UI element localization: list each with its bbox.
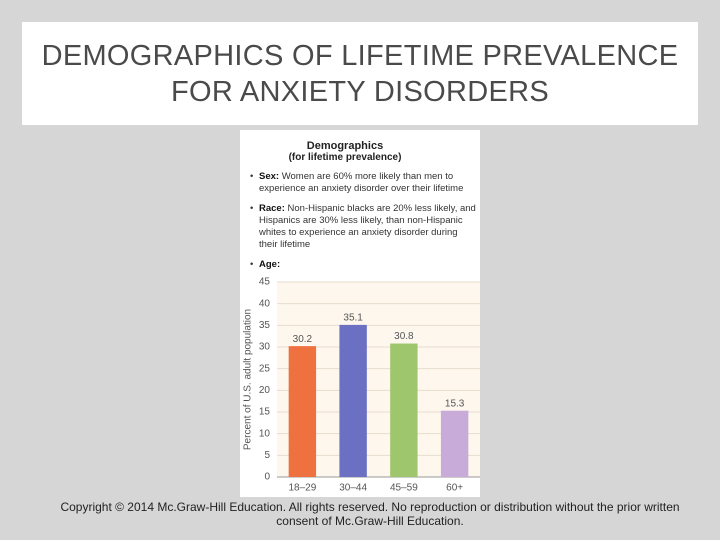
title-box: DEMOGRAPHICS OF LIFETIME PREVALENCE FOR …	[22, 22, 698, 125]
slide-title: DEMOGRAPHICS OF LIFETIME PREVALENCE FOR …	[41, 39, 679, 108]
data-label: 30.2	[293, 334, 313, 345]
data-label: 15.3	[445, 398, 465, 409]
bullet-label: Race:	[259, 203, 285, 214]
data-label: 30.8	[394, 331, 414, 342]
bullet: Age:	[250, 259, 476, 271]
x-tick-label: 30–44	[339, 483, 367, 494]
bar	[288, 346, 317, 477]
y-tick-label: 45	[259, 277, 271, 288]
y-tick-label: 30	[259, 342, 271, 353]
panel-heading: Demographics	[306, 140, 384, 152]
y-tick-label: 10	[259, 428, 271, 439]
y-tick-label: 40	[259, 298, 271, 309]
bullet-list: Sex: Women are 60% more likely than men …	[250, 171, 476, 279]
bar	[440, 410, 469, 477]
data-label: 35.1	[343, 313, 363, 324]
bullet-text: Non-Hispanic blacks are 20% less likely,…	[259, 203, 476, 250]
y-tick-label: 25	[259, 363, 271, 374]
bullet: Sex: Women are 60% more likely than men …	[250, 171, 476, 195]
y-tick-label: 15	[259, 407, 271, 418]
slide-footer: Copyright © 2014 Mc.Graw-Hill Education.…	[60, 500, 680, 528]
bullet: Race: Non-Hispanic blacks are 20% less l…	[250, 203, 476, 251]
x-tick-label: 60+	[446, 483, 463, 494]
y-tick-label: 35	[259, 320, 271, 331]
bar	[339, 324, 367, 477]
y-tick-label: 20	[259, 385, 271, 396]
y-axis-label: Percent of U.S. adult population	[243, 309, 254, 450]
panel-subheading: (for lifetime prevalence)	[288, 152, 402, 163]
x-tick-label: 45–59	[390, 483, 418, 494]
bullet-label: Sex:	[259, 171, 280, 182]
bullet-text: Women are 60% more likely than men to ex…	[259, 171, 464, 194]
x-tick-label: 18–29	[288, 483, 316, 494]
bullet-label: Age:	[259, 259, 281, 270]
y-tick-label: 0	[264, 472, 270, 483]
y-tick-label: 5	[264, 450, 270, 461]
bar	[390, 343, 418, 477]
